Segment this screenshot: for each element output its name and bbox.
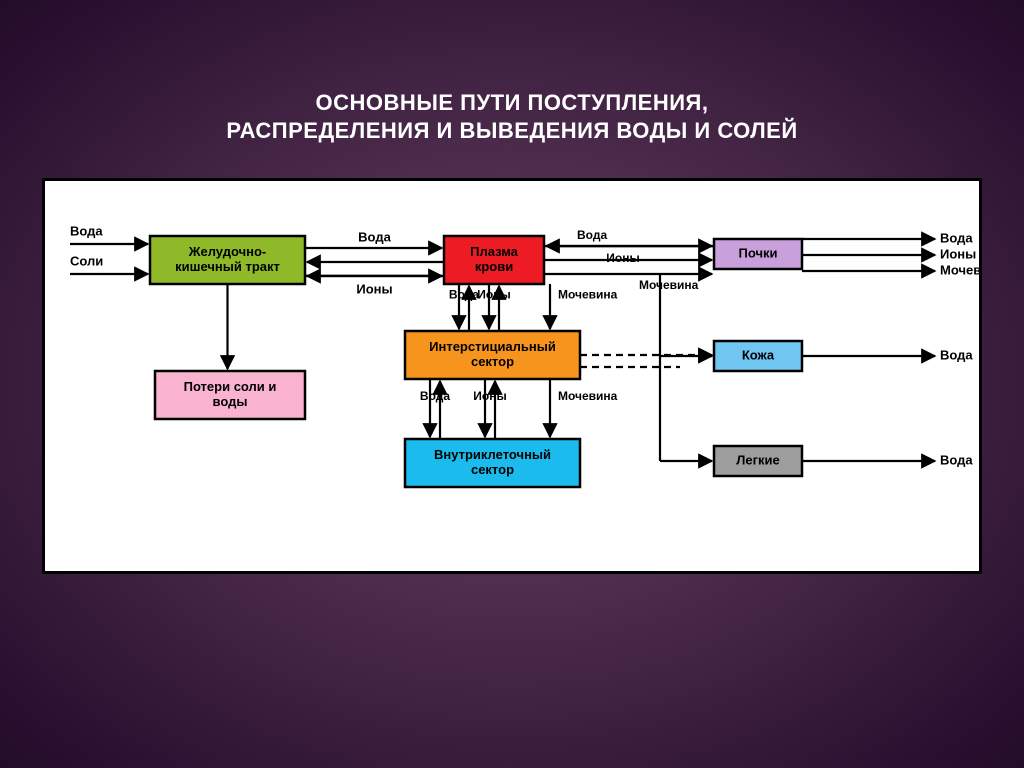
svg-text:Кожа: Кожа — [742, 347, 775, 362]
svg-text:Потери соли и: Потери соли и — [184, 379, 277, 394]
svg-text:Почки: Почки — [738, 245, 777, 260]
svg-text:Вода: Вода — [577, 228, 607, 242]
svg-text:Ионы: Ионы — [606, 251, 639, 265]
svg-text:Интерстициальный: Интерстициальный — [429, 339, 556, 354]
svg-text:Желудочно-: Желудочно- — [188, 244, 267, 259]
svg-text:Вода: Вода — [358, 229, 391, 244]
svg-text:воды: воды — [213, 394, 248, 409]
svg-text:Вода: Вода — [420, 389, 450, 403]
svg-text:сектор: сектор — [471, 462, 514, 477]
svg-text:Вода: Вода — [940, 452, 973, 467]
svg-text:Ионы: Ионы — [473, 389, 506, 403]
svg-text:крови: крови — [475, 259, 513, 274]
svg-text:Вода: Вода — [70, 223, 103, 238]
svg-text:Ионы: Ионы — [477, 288, 510, 302]
svg-text:Вода: Вода — [940, 347, 973, 362]
svg-text:Плазма: Плазма — [470, 244, 519, 259]
svg-text:Ионы: Ионы — [940, 246, 976, 261]
svg-text:Вода: Вода — [940, 230, 973, 245]
svg-text:Вода: Вода — [449, 288, 479, 302]
diagram-canvas: ВодаСолиВодаИоныВодаИоныМочевинаВодаИоны… — [42, 178, 982, 574]
svg-text:Мочевина: Мочевина — [558, 389, 618, 403]
page-title-line2: РАСПРЕДЕЛЕНИЯ И ВЫВЕДЕНИЯ ВОДЫ И СОЛЕЙ — [0, 118, 1024, 144]
svg-text:Мочевина: Мочевина — [940, 262, 979, 277]
svg-text:Мочевина: Мочевина — [639, 278, 699, 292]
svg-text:Соли: Соли — [70, 253, 103, 268]
flowchart-svg: ВодаСолиВодаИоныВодаИоныМочевинаВодаИоны… — [45, 181, 979, 571]
page-title-line1: ОСНОВНЫЕ ПУТИ ПОСТУПЛЕНИЯ, — [0, 90, 1024, 116]
svg-text:Легкие: Легкие — [736, 452, 780, 467]
svg-text:сектор: сектор — [471, 354, 514, 369]
svg-text:Ионы: Ионы — [356, 281, 392, 296]
svg-text:Внутриклеточный: Внутриклеточный — [434, 447, 551, 462]
svg-text:Мочевина: Мочевина — [558, 288, 618, 302]
svg-text:кишечный тракт: кишечный тракт — [175, 259, 280, 274]
